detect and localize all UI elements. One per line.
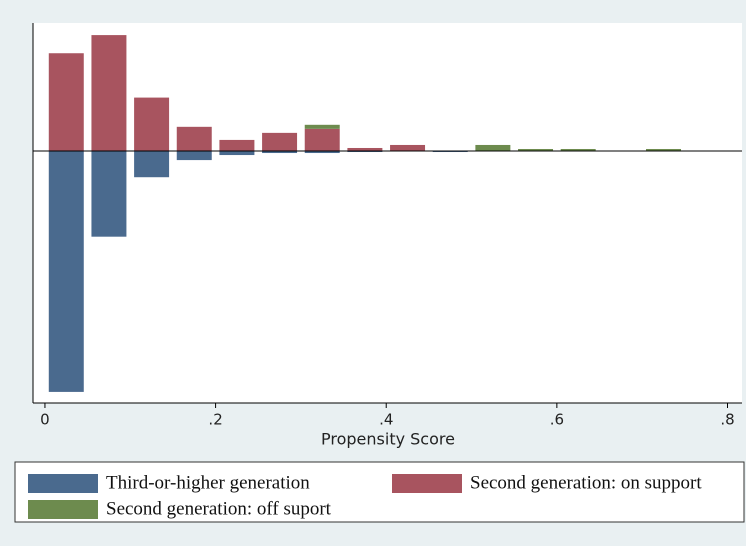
bar [134, 97, 170, 152]
bar [176, 126, 212, 152]
x-tick-label: .2 [208, 411, 222, 429]
bar [646, 148, 681, 152]
bar [219, 151, 255, 156]
bar [91, 151, 127, 237]
bar [176, 151, 212, 161]
x-tick-label: 0 [40, 411, 50, 429]
bar [518, 148, 554, 152]
x-tick-label: .6 [550, 411, 564, 429]
x-tick-label: .8 [720, 411, 734, 429]
bar [475, 144, 511, 152]
legend-label: Second generation: on support [470, 472, 702, 493]
bar [390, 144, 426, 152]
bar [304, 128, 340, 152]
legend-swatch [392, 474, 462, 493]
legend-swatch [28, 474, 98, 493]
bar [347, 151, 383, 153]
bar [347, 147, 383, 152]
legend-label: Third-or-higher generation [106, 472, 310, 493]
bar [560, 148, 596, 152]
bar [432, 151, 468, 153]
plot-area [33, 23, 742, 403]
bar [304, 124, 340, 129]
bar [262, 132, 298, 152]
legend-label: Second generation: off suport [106, 498, 332, 519]
bar [91, 35, 127, 152]
bar [48, 151, 84, 392]
bar [48, 53, 84, 152]
bar [134, 151, 170, 178]
x-axis-title: Propensity Score [321, 430, 455, 449]
bar [262, 151, 298, 154]
bar [219, 139, 255, 152]
legend-swatch [28, 500, 98, 519]
bar [304, 151, 340, 154]
legend [14, 461, 745, 523]
x-tick-label: .4 [379, 411, 393, 429]
